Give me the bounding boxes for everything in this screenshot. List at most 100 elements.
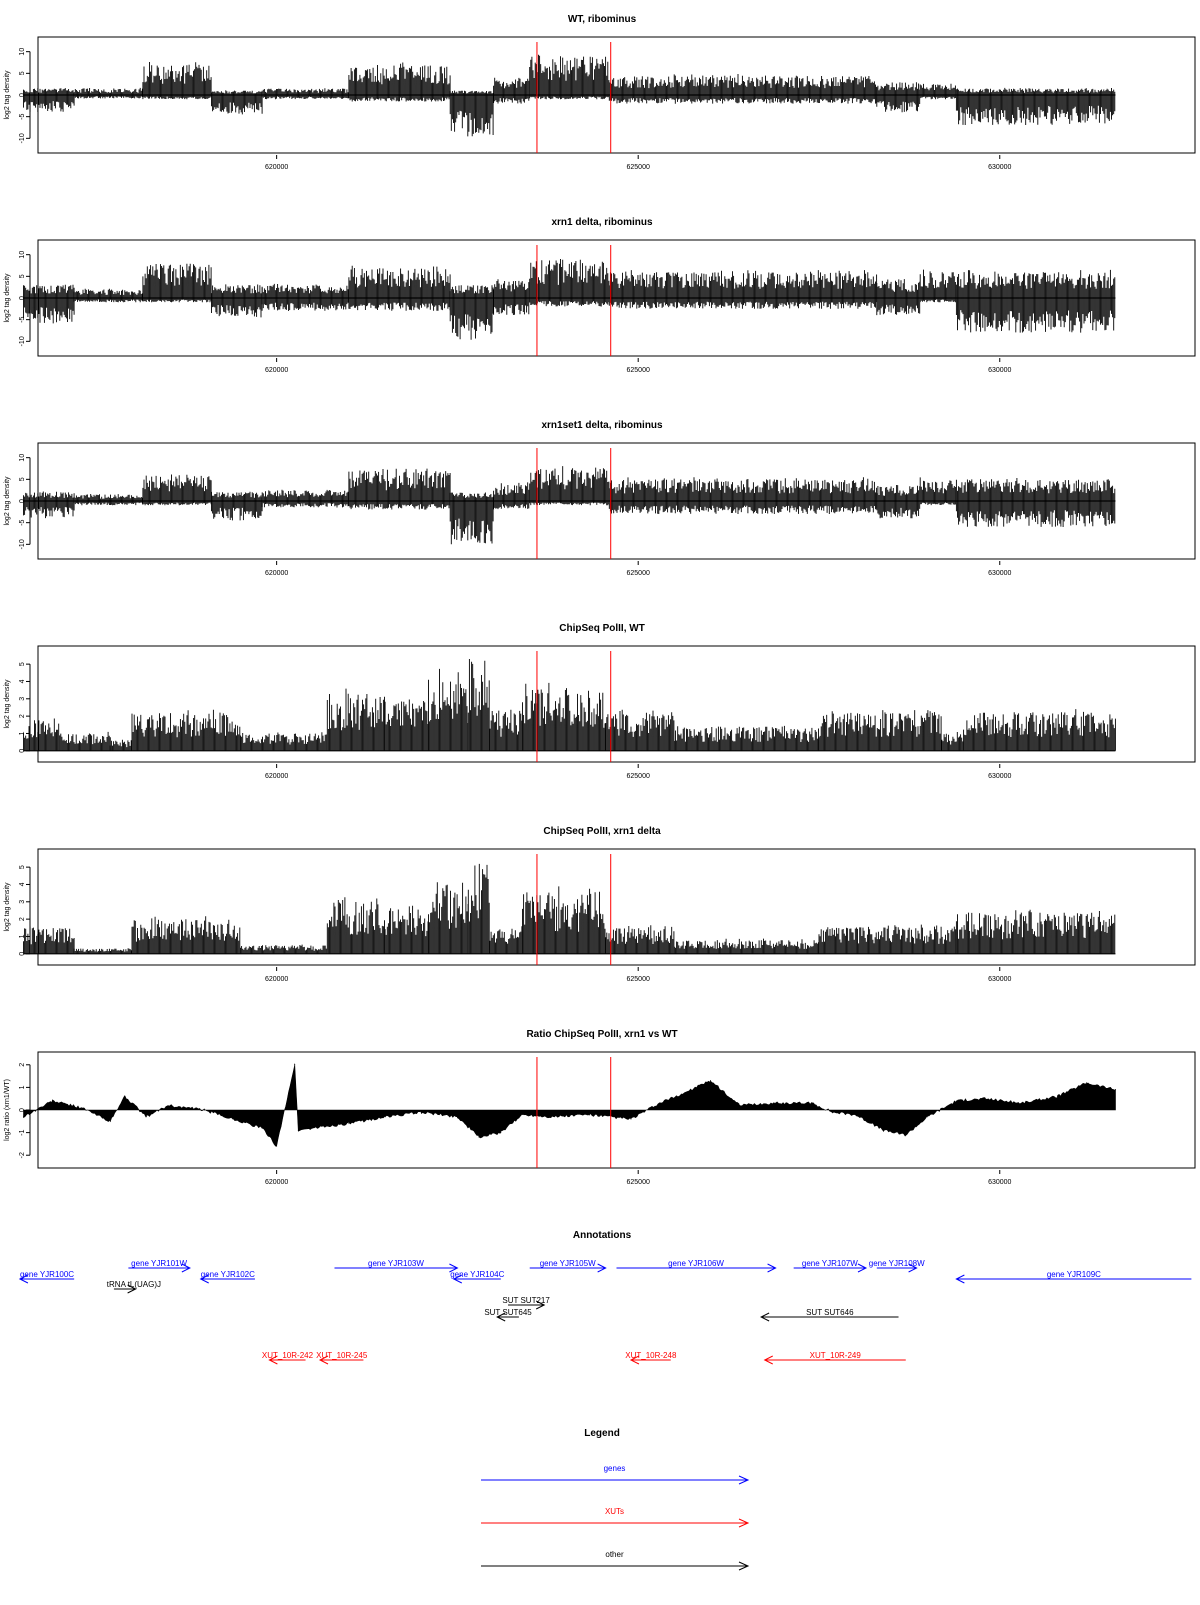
profile-segment <box>449 90 494 137</box>
y-axis-label: log2 tag density <box>4 273 11 323</box>
ratio-point <box>1114 1089 1116 1091</box>
density-bars <box>529 259 610 307</box>
profile-segment <box>522 682 606 751</box>
y-tick-label: 0 <box>19 749 26 753</box>
data-layer <box>23 259 1116 340</box>
y-tick-label: 0 <box>19 952 26 956</box>
density-bars <box>876 485 921 519</box>
ratio-point <box>80 1107 82 1109</box>
legend-item: genes <box>481 1464 750 1485</box>
panel-title: ChipSeq PolII, WT <box>559 623 645 634</box>
profile-segment <box>876 485 921 519</box>
y-tick-label: -5 <box>19 316 26 322</box>
x-tick-label: 625000 <box>627 367 650 374</box>
panel-title: Ratio ChipSeq PolII, xrn1 vs WT <box>526 1029 677 1040</box>
profile-segment <box>131 916 241 954</box>
feature-gene: gene YJR105W <box>529 1259 607 1273</box>
density-bars <box>449 492 494 545</box>
ratio-point <box>51 1100 53 1102</box>
ratio-point <box>203 1109 205 1111</box>
feature-label: SUT SUT646 <box>806 1308 854 1317</box>
x-tick-label: 630000 <box>988 773 1011 780</box>
density-bars <box>142 263 212 303</box>
y-tick-label: 0 <box>19 296 26 300</box>
ratio-point <box>500 1132 502 1134</box>
profile-segment <box>109 739 132 751</box>
legend-item: other <box>481 1550 750 1571</box>
x-tick-label: 630000 <box>988 1179 1011 1186</box>
density-bars <box>326 688 385 751</box>
feature-arrow-head <box>955 1274 965 1284</box>
profile-segment <box>608 270 878 309</box>
y-tick-label: -10 <box>19 336 26 346</box>
y-tick-label: 10 <box>19 48 26 56</box>
profile-segment <box>605 709 675 751</box>
profile-segment <box>131 709 241 751</box>
y-axis: -10 -5 0 5 10 log2 tag density <box>4 251 31 346</box>
density-bars <box>608 477 878 514</box>
profile-segment <box>23 491 75 519</box>
feature-arrow-head <box>496 1312 506 1322</box>
feature-label: gene YJR109C <box>1047 1270 1101 1279</box>
x-tick-label: 620000 <box>265 1179 288 1186</box>
ratio-point <box>1057 1095 1059 1097</box>
profile-segment <box>326 688 385 751</box>
density-bars <box>211 284 263 318</box>
density-bars <box>142 474 212 506</box>
panel-2: xrn1 delta, ribominus -10 -5 0 5 10 log2 tag d… <box>4 217 1196 374</box>
profile-segment <box>522 886 606 954</box>
density-bars <box>522 682 606 751</box>
feature-arrow-head <box>597 1263 607 1273</box>
panel-1: WT, ribominus -10 -5 0 5 10 log2 tag density 62… <box>4 14 1196 171</box>
ratio-point <box>109 1120 111 1122</box>
ratio-point <box>905 1134 907 1136</box>
feature-label: gene YJR108W <box>869 1259 925 1268</box>
profile-segment <box>142 474 212 506</box>
legend-panel: Legend genes XUTs other <box>481 1428 750 1571</box>
profile-segment <box>449 285 494 340</box>
feature-gene: gene YJR109C <box>955 1270 1192 1284</box>
profile-segment <box>467 863 490 954</box>
density-bars <box>59 731 111 751</box>
density-bars <box>449 285 494 340</box>
x-tick-label: 630000 <box>988 570 1011 577</box>
density-bars <box>493 482 530 510</box>
density-bars <box>955 909 1116 954</box>
profile-segment <box>919 477 956 506</box>
density-bars <box>348 62 451 102</box>
x-tick-label: 625000 <box>627 773 650 780</box>
x-tick-label: 620000 <box>265 570 288 577</box>
plot-frame <box>37 645 1196 763</box>
y-tick-label: 0 <box>19 499 26 503</box>
ratio-point <box>232 1118 234 1120</box>
density-bars <box>489 709 523 751</box>
feature-gene: gene YJR104C <box>450 1270 505 1284</box>
density-bars <box>467 863 490 954</box>
x-tick-label: 625000 <box>627 976 650 983</box>
y-tick-label: 3 <box>19 900 26 904</box>
density-bars <box>876 279 921 316</box>
density-bars <box>608 74 878 104</box>
profile-segment <box>608 74 878 104</box>
density-bars <box>261 489 349 508</box>
plot-frame <box>37 848 1196 966</box>
profile-segment <box>673 938 819 954</box>
profile-segment <box>384 699 429 751</box>
x-axis: 620000 625000 630000 <box>265 561 1012 577</box>
feature-label: gene YJR103W <box>368 1259 424 1268</box>
density-bars <box>605 925 675 954</box>
feature-arrow-head <box>535 1300 546 1310</box>
y-tick-label: 5 <box>19 865 26 869</box>
profile-segment <box>449 492 494 545</box>
x-axis: 620000 625000 630000 <box>265 358 1012 374</box>
x-tick-label: 625000 <box>627 570 650 577</box>
feature-gene: gene YJR102C <box>199 1270 255 1284</box>
profile-segment <box>493 482 530 510</box>
y-tick-label: 4 <box>19 679 26 683</box>
profile-segment <box>876 82 921 113</box>
feature-arrow-head <box>268 1355 278 1365</box>
profile-segment <box>211 284 263 318</box>
profile-segment <box>384 905 429 954</box>
